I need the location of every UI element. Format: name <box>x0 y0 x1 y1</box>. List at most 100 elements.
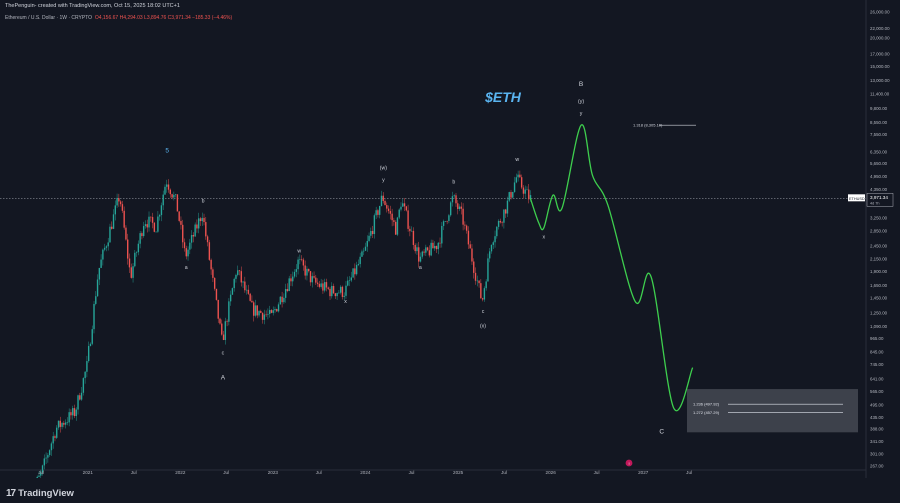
candle-body <box>286 289 289 292</box>
candle-body <box>467 230 470 245</box>
svg-text:!: ! <box>628 461 629 466</box>
candle-body <box>102 249 104 260</box>
candle-body <box>256 305 258 316</box>
candle-body <box>416 247 418 252</box>
candle-body <box>185 248 187 257</box>
candle-body <box>265 314 267 316</box>
wave-label: A <box>221 374 226 381</box>
candle-body <box>105 246 108 248</box>
candle-body <box>465 225 468 231</box>
candle-body <box>334 293 337 297</box>
tradingview-brand: TradingView <box>18 488 74 499</box>
candle-body <box>231 288 234 295</box>
wave-label: x <box>344 299 347 305</box>
candle-body <box>439 242 441 244</box>
candle-body <box>77 395 79 410</box>
candle-body <box>229 294 232 302</box>
wave-label: w <box>297 248 301 254</box>
candle-body <box>474 272 477 281</box>
candle-body <box>45 457 47 459</box>
symbol-info: Ethereum / U.S. Dollar · 1W · CRYPTO O4,… <box>5 15 232 21</box>
candle-body <box>276 309 278 312</box>
candle-body <box>93 303 95 330</box>
candle-body <box>38 475 40 477</box>
symbol-tag-box <box>848 194 865 202</box>
candle-body <box>483 288 486 300</box>
candle-body <box>73 408 76 417</box>
wave-label: C <box>659 429 664 436</box>
candle-body <box>167 184 170 190</box>
candle-body <box>52 436 54 444</box>
candle-body <box>329 288 331 297</box>
candle-body <box>409 228 411 232</box>
candle-body <box>118 198 120 202</box>
candle-body <box>222 334 225 340</box>
candle-body <box>75 409 77 417</box>
candle-body <box>254 305 257 316</box>
candle-body <box>506 200 509 214</box>
candle-body <box>375 210 377 216</box>
candle-body <box>435 245 438 250</box>
candle-body <box>373 215 376 235</box>
candle-body <box>448 215 450 222</box>
candle-body <box>201 217 203 222</box>
candle-body <box>316 282 319 284</box>
candle-body <box>270 310 273 313</box>
price-tick-label: 965.00 <box>870 336 884 341</box>
candle-body <box>132 266 134 278</box>
wave-label: w <box>515 157 519 163</box>
candle-body <box>299 259 301 260</box>
candle-body <box>208 242 211 260</box>
alert-icon[interactable]: ! <box>625 459 633 467</box>
wave-label: (x) <box>480 323 486 329</box>
tradingview-logo-icon: 17 <box>6 488 16 499</box>
candle-body <box>290 278 292 282</box>
candle-body <box>513 182 516 192</box>
candle-body <box>494 236 496 243</box>
candle-body <box>528 189 530 200</box>
candle-body <box>430 242 432 256</box>
candle-body <box>300 259 303 260</box>
candle-body <box>109 226 111 243</box>
price-tick-label: 13,000.00 <box>870 78 890 83</box>
candle-body <box>323 282 326 291</box>
tradingview-logo[interactable]: 17 TradingView <box>6 488 74 499</box>
candle-body <box>40 472 42 476</box>
candle-body <box>386 205 388 209</box>
candle-body <box>174 194 177 195</box>
candle-body <box>371 230 374 235</box>
candle-body <box>393 220 395 222</box>
author-line: ThePenguin- created with TradingView.com… <box>5 3 180 9</box>
candle-body <box>295 269 297 272</box>
candle-body <box>84 371 86 379</box>
candle-body <box>304 265 306 276</box>
candle-body <box>357 264 360 265</box>
candle-body <box>368 235 370 241</box>
candle-body <box>123 210 125 228</box>
ohlc-values: O4,156.67 H4,294.03 L3,894.76 C3,971.34 … <box>94 15 233 21</box>
candle-body <box>119 201 122 205</box>
candle-body <box>249 293 251 301</box>
price-tick-label: 7,550.00 <box>870 132 888 137</box>
chart-title: $ETH <box>484 89 522 105</box>
candle-body <box>311 276 313 283</box>
candle-body <box>233 278 235 289</box>
time-tick-label: Jul <box>316 470 322 475</box>
fib-level-label: 1.236 (497.92) <box>693 402 720 407</box>
candle-body <box>442 221 445 226</box>
candle-body <box>47 455 49 458</box>
candle-body <box>139 233 141 244</box>
candle-body <box>173 194 175 198</box>
candle-body <box>151 217 154 223</box>
candle-body <box>497 220 500 227</box>
price-chart[interactable]: 1.318 (8,305.10) 1.236 (497.92) 1.272 (457… <box>0 0 900 478</box>
candle-body <box>522 187 525 194</box>
candle-body <box>279 296 282 305</box>
candle-body <box>423 251 425 253</box>
fib-level-label: 1.318 (8,305.10) <box>633 123 663 128</box>
candle-body <box>414 244 416 252</box>
candle-body <box>313 276 315 278</box>
candle-body <box>478 280 480 284</box>
price-tick-label: 565.00 <box>870 389 884 394</box>
candle-body <box>199 218 202 222</box>
